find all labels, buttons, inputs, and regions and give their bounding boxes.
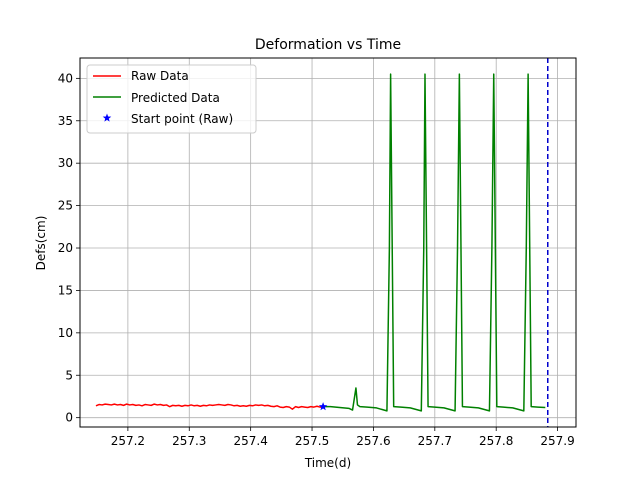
chart-title: Deformation vs Time [255, 37, 401, 53]
y-tick-label: 0 [65, 411, 73, 425]
x-tick-label: 257.5 [295, 434, 329, 448]
y-tick-label: 35 [58, 114, 73, 128]
y-tick-label: 5 [65, 368, 73, 382]
x-tick-label: 257.8 [479, 434, 513, 448]
series-line-raw-data [95, 403, 324, 410]
x-tick-label: 257.9 [540, 434, 574, 448]
y-axis: 0 5 10 15 20 25 30 35 40 [58, 71, 80, 425]
y-tick-label: 20 [58, 241, 73, 255]
x-tick-label: 257.3 [172, 434, 206, 448]
y-axis-label: Defs(cm) [34, 216, 48, 271]
start-point-marker [318, 402, 328, 411]
x-tick-label: 257.4 [233, 434, 267, 448]
legend-label-raw: Raw Data [131, 69, 189, 83]
series-line-predicted-data [323, 73, 546, 412]
legend: Raw Data Predicted Data Start point (Raw… [86, 64, 257, 134]
series-layer [95, 58, 549, 427]
legend-swatch-start-point [102, 113, 112, 122]
y-tick-label: 30 [58, 156, 73, 170]
legend-label-predicted: Predicted Data [131, 91, 220, 105]
x-tick-label: 257.6 [356, 434, 390, 448]
y-tick-label: 15 [58, 283, 73, 297]
x-axis: 257.2 257.3 257.4 257.5 257.6 257.7 257.8 257.9 [111, 427, 575, 448]
x-tick-label: 257.7 [418, 434, 452, 448]
y-tick-label: 25 [58, 199, 73, 213]
y-tick-label: 10 [58, 326, 73, 340]
legend-label-start-point: Start point (Raw) [131, 112, 233, 126]
x-axis-label: Time(d) [304, 456, 351, 470]
plot-frame [79, 57, 577, 428]
legend-box [86, 64, 257, 134]
y-tick-label: 40 [58, 71, 73, 85]
x-tick-label: 257.2 [111, 434, 145, 448]
